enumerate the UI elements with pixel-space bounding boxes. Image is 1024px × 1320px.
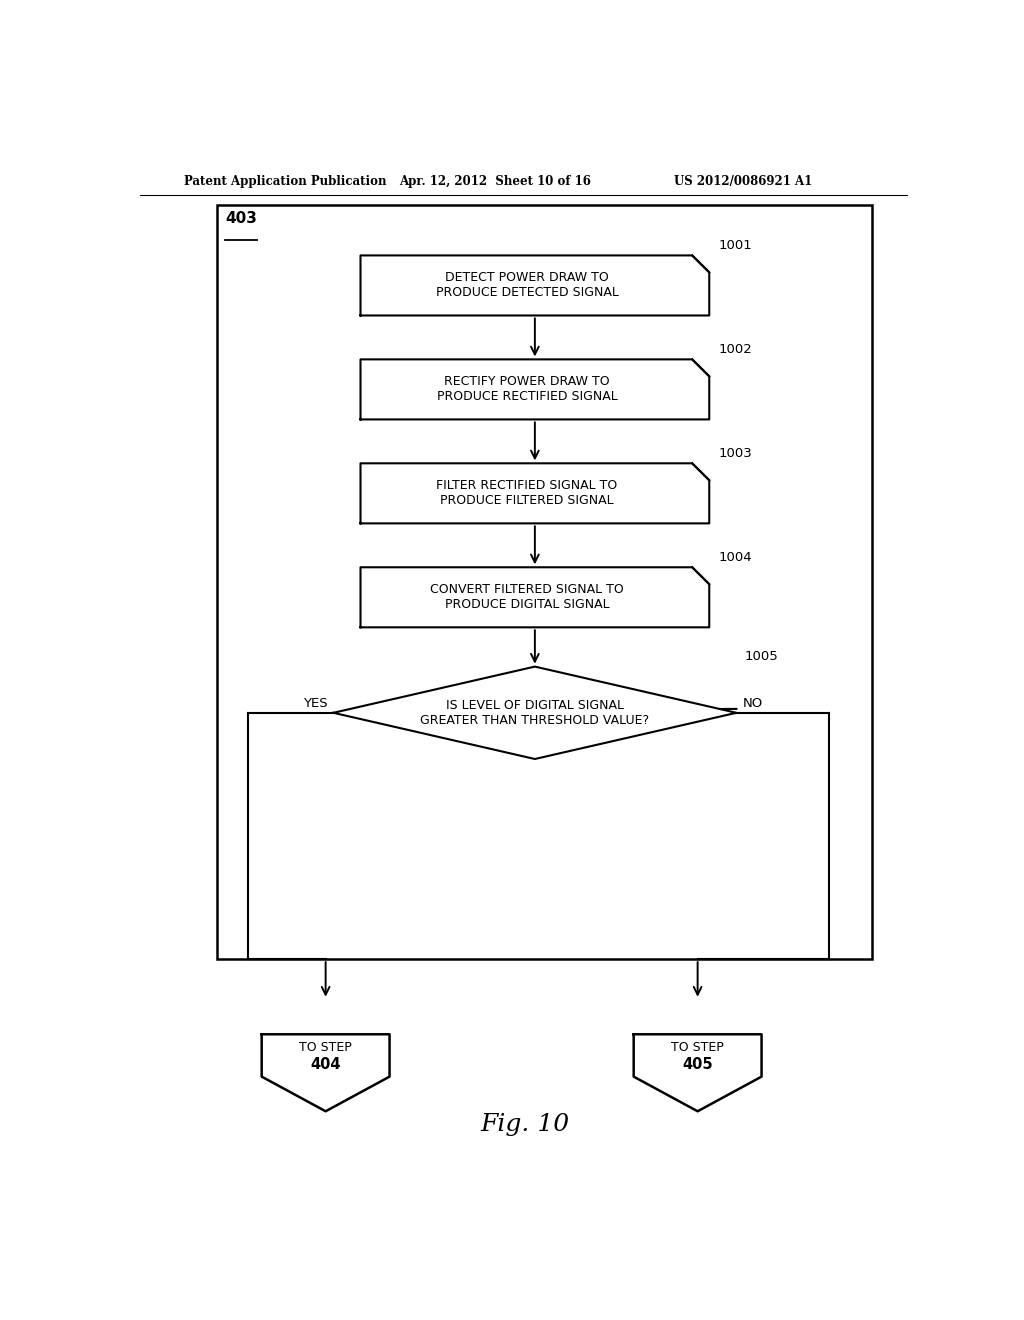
Text: IS LEVEL OF DIGITAL SIGNAL
GREATER THAN THRESHOLD VALUE?: IS LEVEL OF DIGITAL SIGNAL GREATER THAN …: [420, 698, 649, 727]
Text: RECTIFY POWER DRAW TO
PRODUCE RECTIFIED SIGNAL: RECTIFY POWER DRAW TO PRODUCE RECTIFIED …: [437, 375, 617, 404]
Text: US 2012/0086921 A1: US 2012/0086921 A1: [675, 176, 813, 189]
Bar: [217, 205, 872, 960]
Text: 404: 404: [310, 1057, 341, 1072]
Text: YES: YES: [302, 697, 328, 710]
Bar: [360, 256, 710, 315]
Text: DETECT POWER DRAW TO
PRODUCE DETECTED SIGNAL: DETECT POWER DRAW TO PRODUCE DETECTED SI…: [435, 272, 618, 300]
Text: NO: NO: [742, 697, 763, 710]
Bar: [360, 359, 710, 420]
Text: TO STEP: TO STEP: [672, 1041, 724, 1055]
Polygon shape: [334, 667, 736, 759]
Bar: [360, 568, 710, 627]
Polygon shape: [634, 1035, 762, 1111]
Text: 1005: 1005: [744, 649, 778, 663]
Text: 405: 405: [682, 1057, 713, 1072]
Text: 1002: 1002: [719, 343, 753, 356]
Text: 1001: 1001: [719, 239, 753, 252]
Text: Patent Application Publication: Patent Application Publication: [183, 176, 386, 189]
Text: TO STEP: TO STEP: [299, 1041, 352, 1055]
Text: 1004: 1004: [719, 552, 753, 564]
Text: Apr. 12, 2012  Sheet 10 of 16: Apr. 12, 2012 Sheet 10 of 16: [399, 176, 591, 189]
Text: 1003: 1003: [719, 447, 753, 461]
Polygon shape: [262, 1035, 389, 1111]
Text: FILTER RECTIFIED SIGNAL TO
PRODUCE FILTERED SIGNAL: FILTER RECTIFIED SIGNAL TO PRODUCE FILTE…: [436, 479, 617, 507]
Text: Fig. 10: Fig. 10: [480, 1113, 569, 1137]
Text: 403: 403: [225, 211, 257, 226]
Text: CONVERT FILTERED SIGNAL TO
PRODUCE DIGITAL SIGNAL: CONVERT FILTERED SIGNAL TO PRODUCE DIGIT…: [430, 583, 624, 611]
Bar: [360, 463, 710, 524]
